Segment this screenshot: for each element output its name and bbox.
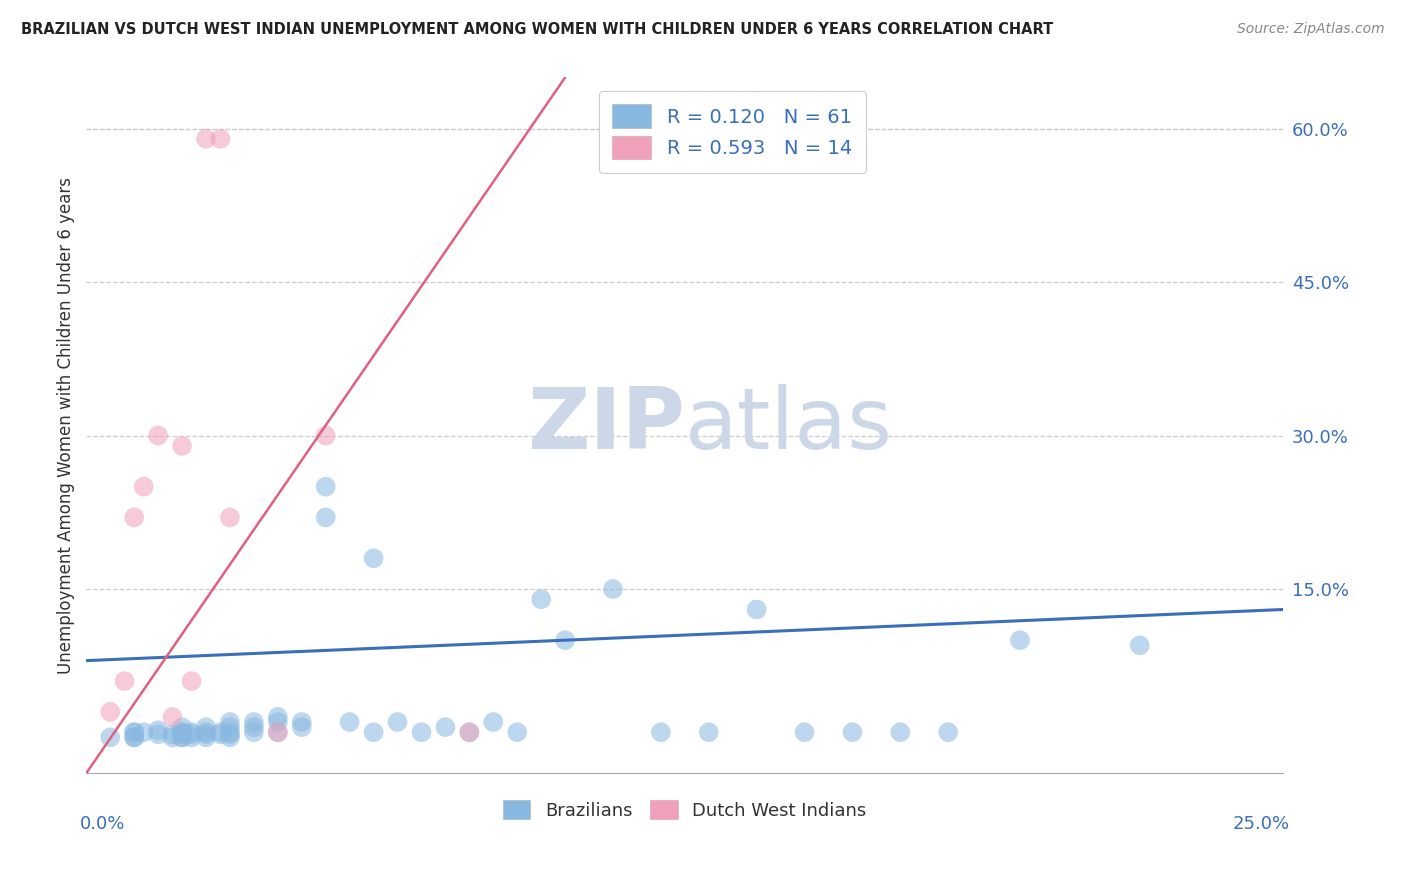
Point bbox=[1129, 638, 1152, 652]
Point bbox=[162, 710, 184, 724]
Point bbox=[219, 725, 242, 739]
Point bbox=[267, 710, 290, 724]
Point bbox=[195, 731, 218, 745]
Text: atlas: atlas bbox=[685, 384, 893, 467]
Point bbox=[180, 731, 202, 745]
Point bbox=[841, 725, 863, 739]
Point bbox=[458, 725, 481, 739]
Point bbox=[697, 725, 720, 739]
Point bbox=[195, 727, 218, 741]
Point bbox=[291, 720, 314, 734]
Point bbox=[170, 725, 193, 739]
Point bbox=[209, 727, 232, 741]
Point bbox=[114, 674, 136, 689]
Point bbox=[195, 725, 218, 739]
Point bbox=[122, 725, 145, 739]
Point bbox=[219, 714, 242, 729]
Point bbox=[936, 725, 959, 739]
Point bbox=[315, 480, 337, 494]
Point bbox=[195, 132, 218, 146]
Point bbox=[243, 714, 266, 729]
Point bbox=[146, 428, 169, 442]
Legend: Brazilians, Dutch West Indians: Brazilians, Dutch West Indians bbox=[496, 793, 873, 827]
Point bbox=[530, 592, 553, 607]
Point bbox=[132, 725, 155, 739]
Point bbox=[793, 725, 815, 739]
Point bbox=[315, 428, 337, 442]
Point bbox=[602, 582, 624, 596]
Point bbox=[122, 731, 145, 745]
Point bbox=[434, 720, 457, 734]
Point bbox=[170, 727, 193, 741]
Point bbox=[195, 720, 218, 734]
Point bbox=[180, 725, 202, 739]
Point bbox=[315, 510, 337, 524]
Point bbox=[162, 731, 184, 745]
Point bbox=[170, 725, 193, 739]
Point bbox=[219, 727, 242, 741]
Y-axis label: Unemployment Among Women with Children Under 6 years: Unemployment Among Women with Children U… bbox=[58, 177, 75, 673]
Point bbox=[1008, 633, 1031, 648]
Point bbox=[98, 705, 121, 719]
Point bbox=[122, 510, 145, 524]
Point bbox=[243, 725, 266, 739]
Point bbox=[170, 731, 193, 745]
Text: Source: ZipAtlas.com: Source: ZipAtlas.com bbox=[1237, 22, 1385, 37]
Point bbox=[745, 602, 768, 616]
Point bbox=[339, 714, 361, 729]
Point bbox=[650, 725, 672, 739]
Point bbox=[180, 674, 202, 689]
Point bbox=[219, 720, 242, 734]
Text: BRAZILIAN VS DUTCH WEST INDIAN UNEMPLOYMENT AMONG WOMEN WITH CHILDREN UNDER 6 YE: BRAZILIAN VS DUTCH WEST INDIAN UNEMPLOYM… bbox=[21, 22, 1053, 37]
Point bbox=[458, 725, 481, 739]
Point bbox=[209, 725, 232, 739]
Text: 25.0%: 25.0% bbox=[1232, 815, 1289, 833]
Point bbox=[363, 725, 385, 739]
Point bbox=[291, 714, 314, 729]
Point bbox=[122, 731, 145, 745]
Point bbox=[209, 132, 232, 146]
Point bbox=[219, 731, 242, 745]
Point bbox=[132, 480, 155, 494]
Point bbox=[122, 725, 145, 739]
Point bbox=[554, 633, 576, 648]
Point bbox=[170, 439, 193, 453]
Point bbox=[267, 725, 290, 739]
Point bbox=[170, 731, 193, 745]
Point bbox=[98, 731, 121, 745]
Point bbox=[363, 551, 385, 566]
Point bbox=[889, 725, 911, 739]
Point bbox=[146, 723, 169, 738]
Point bbox=[387, 714, 409, 729]
Point bbox=[170, 720, 193, 734]
Point bbox=[146, 727, 169, 741]
Point bbox=[243, 720, 266, 734]
Text: 0.0%: 0.0% bbox=[80, 815, 125, 833]
Point bbox=[267, 714, 290, 729]
Point bbox=[506, 725, 529, 739]
Point bbox=[180, 727, 202, 741]
Point bbox=[482, 714, 505, 729]
Point bbox=[267, 725, 290, 739]
Point bbox=[219, 510, 242, 524]
Point bbox=[162, 727, 184, 741]
Point bbox=[411, 725, 433, 739]
Text: ZIP: ZIP bbox=[527, 384, 685, 467]
